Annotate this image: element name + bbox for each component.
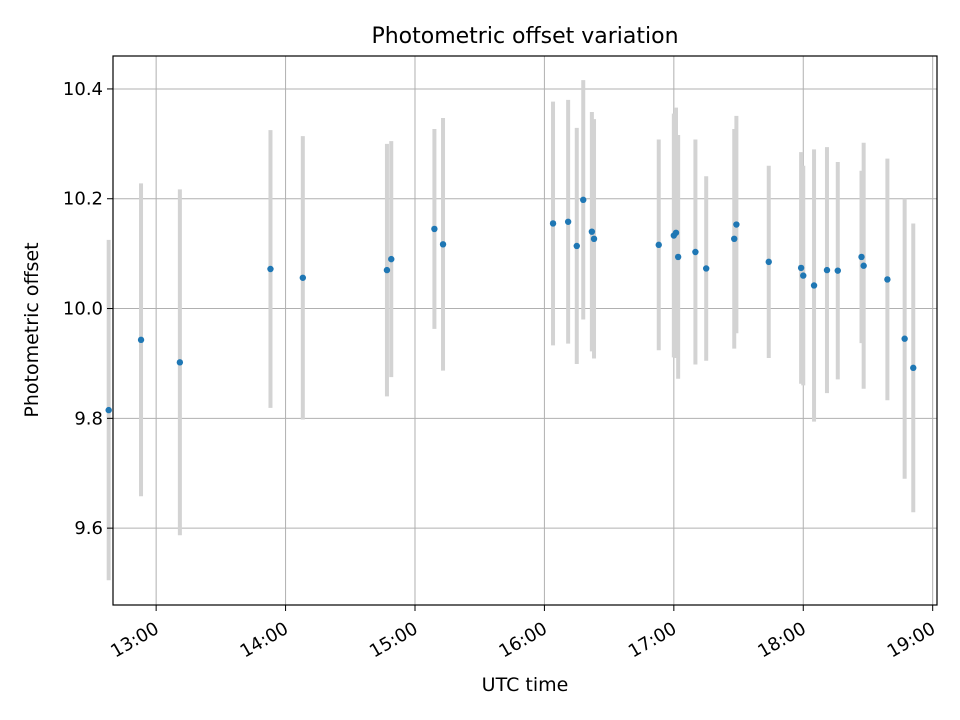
y-tick-label: 10.2	[63, 189, 103, 210]
errorbars	[106, 80, 916, 581]
data-point	[176, 359, 184, 366]
data-point	[588, 228, 596, 235]
y-tick-label: 9.8	[74, 408, 103, 429]
data-point	[573, 242, 580, 250]
data-point	[765, 258, 772, 266]
plot-frame	[112, 55, 938, 606]
data-point	[800, 272, 807, 279]
data-point	[702, 265, 710, 272]
x-axis-label: UTC time	[482, 674, 569, 696]
data-point	[580, 196, 587, 204]
y-axis-label: Photometric offset	[21, 242, 43, 417]
data-point	[655, 241, 662, 249]
data-point	[590, 235, 598, 243]
data-point	[549, 220, 557, 227]
data-point	[884, 276, 891, 283]
data-point	[105, 406, 112, 414]
data-point	[910, 364, 917, 372]
chart-title: Photometric offset variation	[371, 24, 678, 49]
data-point	[299, 274, 307, 281]
data-point	[810, 282, 818, 289]
data-point	[388, 255, 395, 263]
x-axis-ticks: 13:00 14:00 15:00 16:00 17:00 18:00 19:00	[107, 605, 939, 662]
x-tick-label: 18:00	[754, 618, 809, 662]
data-point	[860, 262, 867, 269]
x-tick-label: 15:00	[366, 618, 421, 662]
data-point	[431, 225, 438, 233]
y-tick-label: 9.6	[74, 518, 103, 539]
x-tick-label: 16:00	[495, 618, 550, 662]
data-point	[733, 221, 740, 228]
y-tick-label: 10.4	[63, 79, 103, 100]
data-point	[834, 267, 841, 274]
x-tick-label: 13:00	[107, 618, 162, 662]
data-point	[564, 218, 572, 225]
data-point	[672, 229, 680, 236]
data-point	[797, 264, 805, 272]
data-point	[692, 248, 699, 256]
data-point	[383, 266, 391, 274]
data-points	[105, 196, 917, 414]
data-point	[674, 253, 682, 261]
data-point	[267, 265, 274, 273]
data-point	[731, 235, 738, 243]
data-point	[823, 266, 831, 274]
data-point	[137, 336, 145, 344]
x-tick-label: 14:00	[237, 618, 292, 662]
y-tick-label: 10.0	[63, 299, 103, 320]
x-tick-label: 19:00	[884, 618, 939, 662]
data-point	[901, 335, 908, 342]
data-point	[858, 253, 865, 261]
x-tick-label: 17:00	[625, 618, 680, 662]
data-point	[439, 241, 447, 248]
y-axis-ticks: 9.6 9.8 10.0 10.2 10.4	[63, 79, 113, 539]
